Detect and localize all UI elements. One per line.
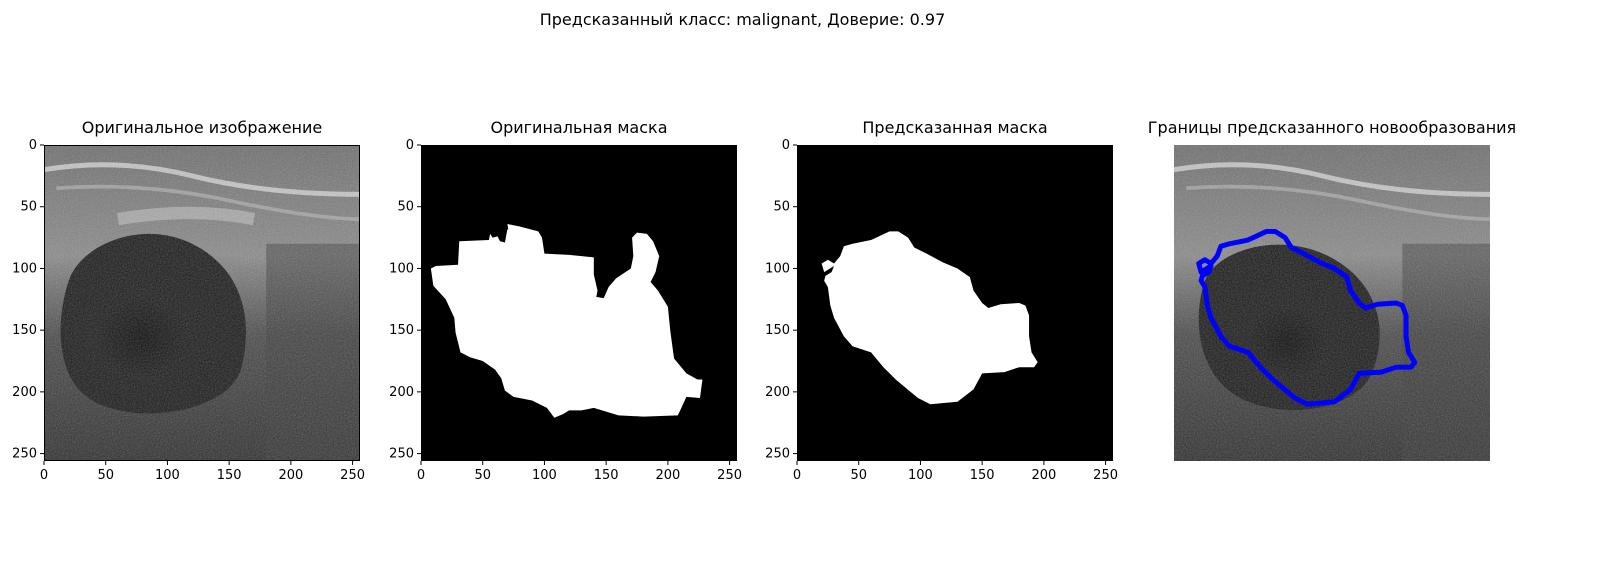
- x-tick-label: 0: [40, 468, 48, 483]
- panel-title: Границы предсказанного новообразования: [1147, 118, 1517, 137]
- y-tick-label: 0: [782, 138, 790, 153]
- y-tick-label: 100: [389, 261, 414, 276]
- ultrasound-image: [44, 145, 360, 461]
- panel-title: Предсказанная маска: [862, 118, 1048, 137]
- mask-image: [421, 145, 737, 461]
- panel-title: Оригинальная маска: [490, 118, 668, 137]
- panel-original-mask: Оригинальная маска 0 50 100 150 200 250 0 50 100…: [389, 118, 742, 483]
- x-tick-label: 100: [532, 468, 557, 483]
- x-tick-label: 50: [850, 468, 867, 483]
- x-tick-label: 150: [217, 468, 242, 483]
- y-tick-label: 50: [397, 200, 414, 215]
- y-tick-label: 50: [773, 200, 790, 215]
- x-tick-label: 250: [340, 468, 365, 483]
- x-tick-label: 50: [97, 468, 114, 483]
- y-tick-label: 100: [12, 261, 37, 276]
- x-tick-label: 200: [1031, 468, 1056, 483]
- x-tick-label: 0: [417, 468, 425, 483]
- y-tick-label: 250: [389, 447, 414, 462]
- y-tick-label: 150: [12, 323, 37, 338]
- panel-title: Оригинальное изображение: [81, 118, 323, 137]
- x-tick-label: 100: [155, 468, 180, 483]
- y-tick-label: 0: [29, 138, 37, 153]
- y-tick-label: 0: [406, 138, 414, 153]
- y-tick-label: 200: [389, 385, 414, 400]
- x-tick-label: 100: [908, 468, 933, 483]
- x-tick-label: 150: [970, 468, 995, 483]
- y-tick-label: 50: [20, 200, 37, 215]
- tumor-contour: [1196, 228, 1418, 407]
- y-tick-label: 250: [765, 447, 790, 462]
- ultrasound-contour-image: [1174, 145, 1490, 461]
- y-tick-label: 150: [389, 323, 414, 338]
- panel-predicted-mask: Предсказанная маска 0 50 100 150 200 250 0 50 10…: [765, 118, 1118, 483]
- axes-frame: [421, 145, 737, 461]
- panel-predicted-contour: Границы предсказанного новообразования: [1148, 118, 1516, 461]
- y-tick-label: 200: [765, 385, 790, 400]
- x-tick-label: 200: [278, 468, 303, 483]
- figure-suptitle: Предсказанный класс: malignant, Доверие:…: [539, 10, 946, 29]
- axes-frame: [797, 145, 1113, 461]
- x-tick-label: 150: [594, 468, 619, 483]
- y-tick-label: 200: [12, 385, 37, 400]
- x-tick-label: 250: [717, 468, 742, 483]
- y-tick-label: 100: [765, 261, 790, 276]
- x-tick-label: 0: [793, 468, 801, 483]
- axes-frame: [44, 145, 360, 461]
- x-tick-label: 250: [1093, 468, 1118, 483]
- mask-image: [797, 145, 1113, 461]
- mask-region: [430, 224, 703, 418]
- x-tick-label: 50: [474, 468, 491, 483]
- y-tick-label: 250: [12, 447, 37, 462]
- panel-original-image: Оригинальное изображение 0 50 100 150 200 250…: [12, 118, 365, 483]
- x-tick-label: 200: [655, 468, 680, 483]
- y-tick-label: 150: [765, 323, 790, 338]
- mask-region: [821, 231, 1038, 405]
